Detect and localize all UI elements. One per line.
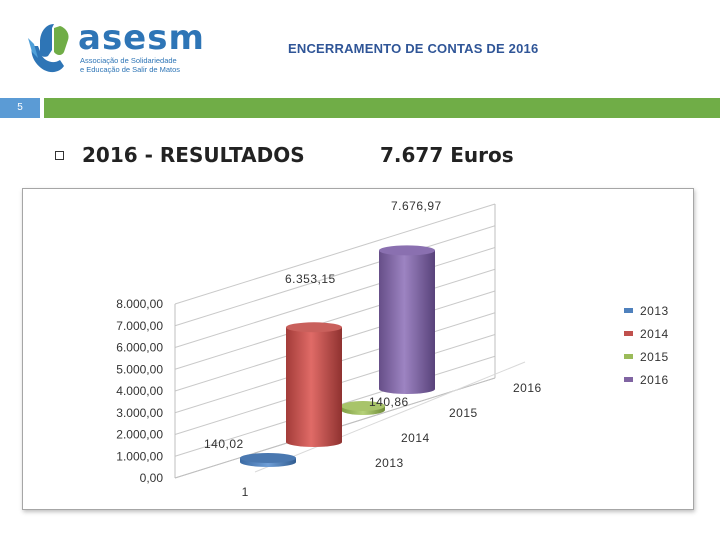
page-title: ENCERRAMENTO DE CONTAS DE 2016	[288, 41, 539, 56]
logo-subtitle: Associação de Solidariedade e Educação d…	[80, 56, 190, 74]
depth-label-2016: 2016	[513, 381, 542, 395]
legend-label-2014: 2014	[640, 327, 669, 341]
bar-top-2014	[286, 322, 342, 333]
gridline	[174, 225, 496, 327]
y-axis-ticks: 0,00 1.000,00 2.000,00 3.000,00 4.000,00 5.00…	[116, 297, 163, 485]
bar-2014	[286, 327, 342, 447]
data-labels: 6.353,15 140,86 7.676,97 140,02	[204, 199, 442, 451]
bar-top-2016	[379, 245, 435, 256]
legend-label-2016: 2016	[640, 373, 669, 387]
asesm-logo	[24, 18, 184, 82]
gridline	[174, 268, 496, 370]
bar-top-2015	[341, 401, 385, 411]
logo-subtitle-line-2: e Educação de Salir de Matos	[80, 65, 181, 74]
y-tick-label: 1.000,00	[116, 449, 163, 463]
legend-swatch-2014	[624, 331, 633, 336]
gridline	[174, 203, 496, 305]
floor-edge-line	[254, 361, 526, 473]
legend-label-2015: 2015	[640, 350, 669, 364]
data-label-2014: 6.353,15	[285, 272, 336, 286]
legend-swatch-2016	[624, 377, 633, 382]
gridline	[174, 247, 496, 348]
bar-top-2013	[240, 453, 296, 463]
logo-subtitle-line-1: Associação de Solidariedade	[80, 56, 177, 65]
depth-label-2015: 2015	[449, 406, 478, 420]
legend-label-2013: 2013	[640, 304, 669, 318]
data-label-2016: 7.676,97	[391, 199, 442, 213]
results-amount: 7.677 Euros	[380, 143, 514, 167]
category-label: 1	[242, 485, 249, 499]
y-tick-label: 4.000,00	[116, 384, 163, 398]
hands-logo-icon	[28, 24, 69, 73]
y-tick-label: 2.000,00	[116, 428, 163, 442]
depth-label-2013: 2013	[375, 456, 404, 470]
y-tick-label: 7.000,00	[116, 319, 163, 333]
chart-gridlines	[174, 203, 526, 479]
y-tick-label: 3.000,00	[116, 406, 163, 420]
y-tick-label: 0,00	[140, 471, 164, 485]
y-tick-label: 8.000,00	[116, 297, 163, 311]
legend-swatch-2015	[624, 354, 633, 359]
header-divider-bar	[44, 98, 720, 118]
data-label-2015: 140,86	[369, 395, 409, 409]
y-tick-label: 5.000,00	[116, 362, 163, 376]
slide-number: 5	[0, 98, 40, 118]
chart-frame: 0,00 1.000,00 2.000,00 3.000,00 4.000,00 5.00…	[22, 188, 694, 510]
depth-label-2014: 2014	[401, 431, 430, 445]
chart-bars	[240, 245, 435, 467]
bullet-square-icon	[55, 151, 64, 160]
logo-wordmark: asesm	[78, 18, 205, 58]
results-chart: 0,00 1.000,00 2.000,00 3.000,00 4.000,00 5.00…	[116, 199, 669, 499]
bar-2016	[379, 250, 435, 394]
depth-axis-labels: 1 2013 2014 2015 2016	[242, 381, 542, 499]
results-heading: 2016 - RESULTADOS	[82, 143, 305, 167]
y-tick-label: 6.000,00	[116, 341, 163, 355]
chart-legend: 2013 2014 2015 2016	[624, 304, 669, 387]
data-label-extra: 140,02	[204, 437, 244, 451]
legend-swatch-2013	[624, 308, 633, 313]
